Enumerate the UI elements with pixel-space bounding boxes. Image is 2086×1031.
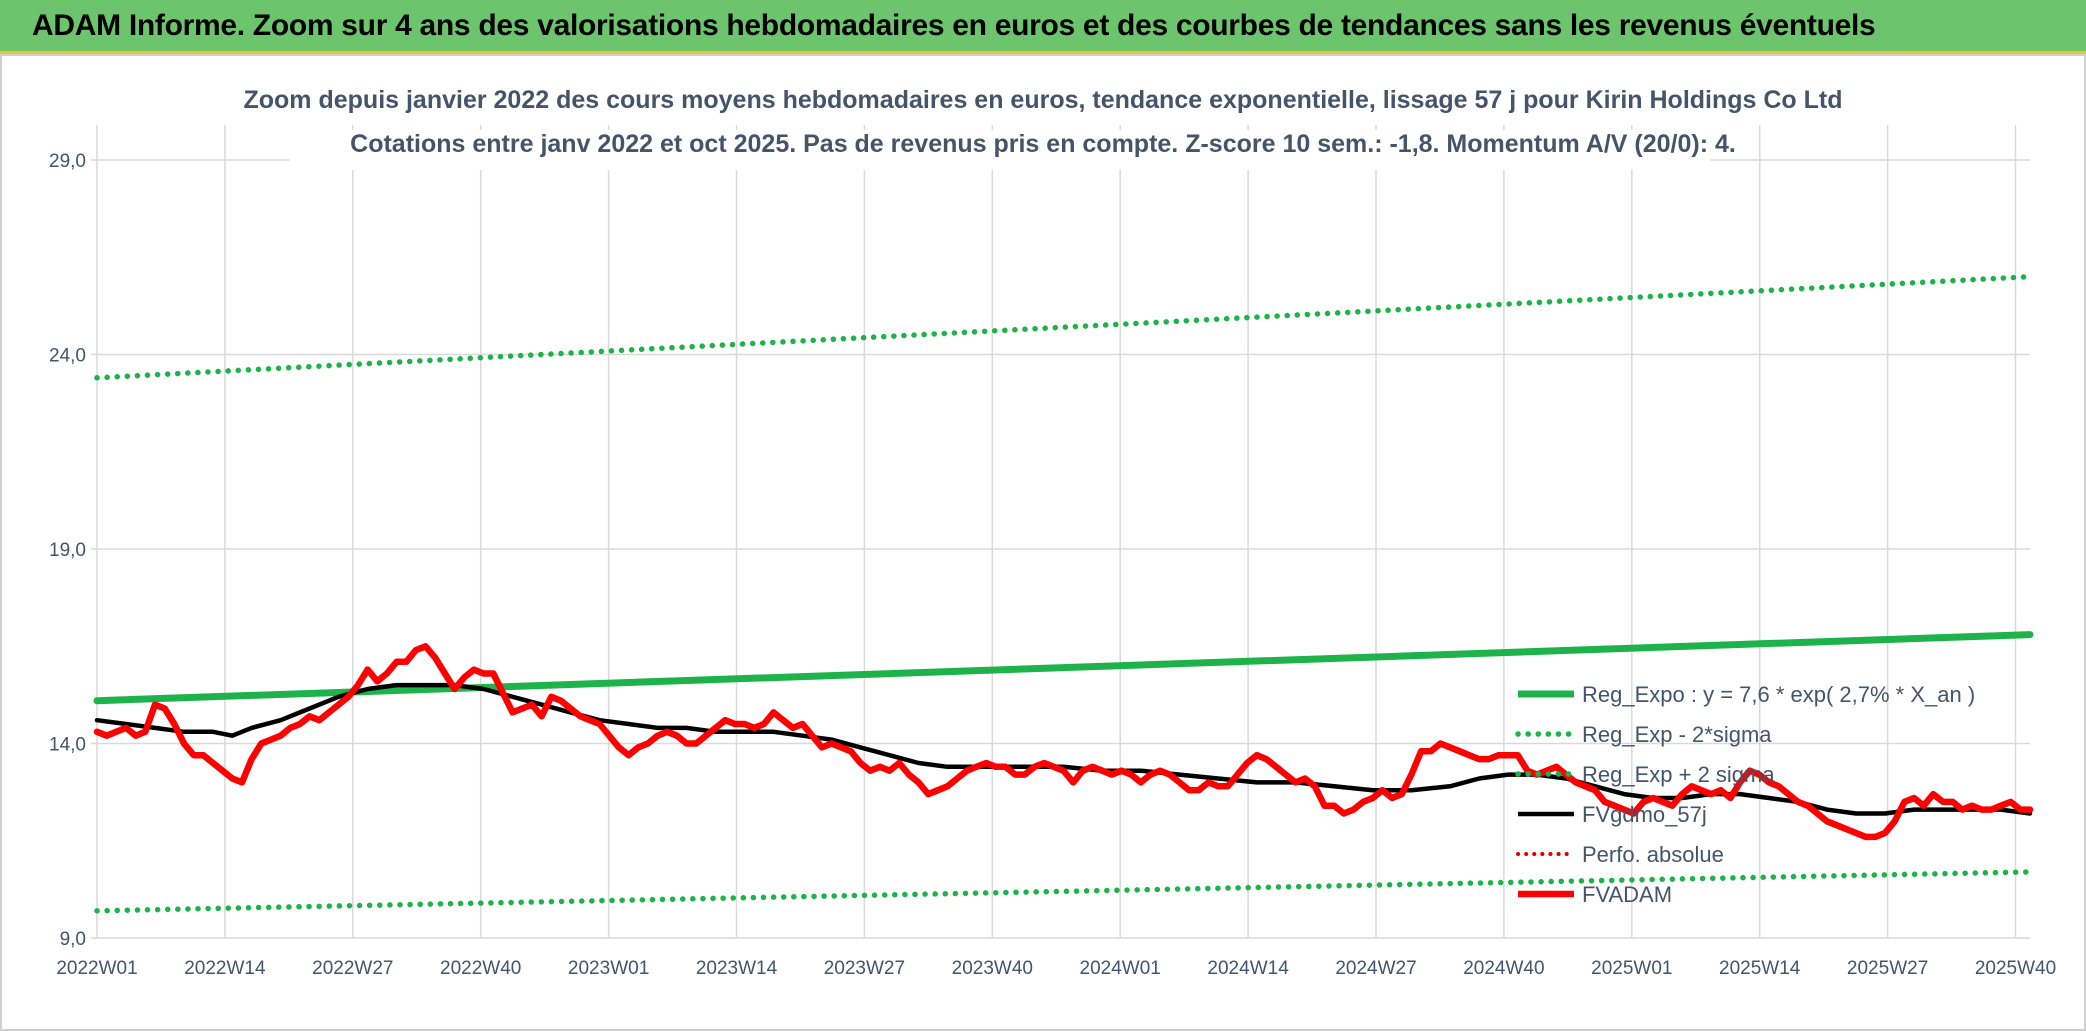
legend-label: Reg_Expo : y = 7,6 * exp( 2,7% * X_an ) <box>1582 682 1975 707</box>
series-layer <box>93 273 2034 914</box>
reg-exp-minus-2sigma-line <box>94 869 2033 914</box>
x-tick-label: 2022W40 <box>440 958 521 979</box>
fvadam-line <box>93 643 2034 841</box>
x-tick-label: 2024W01 <box>1080 958 1161 979</box>
x-tick-label: 2022W14 <box>184 958 266 979</box>
legend-label: FVADAM <box>1582 882 1672 907</box>
y-tick-label: 24,0 <box>49 346 86 367</box>
grid <box>91 125 2030 939</box>
chart-title-line2: Cotations entre janv 2022 et oct 2025. P… <box>350 130 1736 158</box>
y-tick-label: 19,0 <box>49 540 86 561</box>
y-tick-label: 14,0 <box>49 735 86 756</box>
x-tick-label: 2022W01 <box>56 958 137 979</box>
legend-label: Reg_Exp - 2*sigma <box>1582 722 1772 747</box>
reg-expo-line <box>93 631 2034 705</box>
subtitle-background <box>290 130 1710 170</box>
x-tick-label: 2025W40 <box>1975 958 2056 979</box>
legend: Reg_Expo : y = 7,6 * exp( 2,7% * X_an ) R… <box>1515 682 1975 907</box>
x-tick-label: 2025W14 <box>1719 958 1801 979</box>
x-axis: 2022W01 2022W14 2022W27 2022W40 2023W01 2023W… <box>56 958 2056 979</box>
x-tick-label: 2023W40 <box>952 958 1033 979</box>
reg-exp-plus-2sigma-line <box>94 273 2033 381</box>
x-tick-label: 2023W01 <box>568 958 649 979</box>
x-tick-label: 2024W14 <box>1207 958 1289 979</box>
y-axis: 9,0 14,0 19,0 24,0 29,0 <box>49 151 86 950</box>
x-tick-label: 2022W27 <box>312 958 393 979</box>
page-title: ADAM Informe. Zoom sur 4 ans des valoris… <box>32 9 1876 42</box>
legend-label: Reg_Exp + 2 sigma <box>1582 762 1775 787</box>
chart-title-line1: Zoom depuis janvier 2022 des cours moyen… <box>243 86 1842 114</box>
y-tick-label: 9,0 <box>60 929 86 950</box>
x-tick-label: 2025W01 <box>1591 958 1672 979</box>
x-tick-label: 2023W27 <box>824 958 905 979</box>
x-tick-label: 2024W27 <box>1335 958 1416 979</box>
x-tick-label: 2025W27 <box>1847 958 1928 979</box>
x-tick-label: 2023W14 <box>696 958 778 979</box>
chart-frame <box>0 54 2086 1031</box>
header-banner: ADAM Informe. Zoom sur 4 ans des valoris… <box>0 0 2086 54</box>
legend-label: FVgdmo_57j <box>1582 802 1707 827</box>
x-tick-label: 2024W40 <box>1463 958 1544 979</box>
legend-label: Perfo. absolue <box>1582 842 1724 867</box>
y-tick-label: 29,0 <box>49 151 86 172</box>
